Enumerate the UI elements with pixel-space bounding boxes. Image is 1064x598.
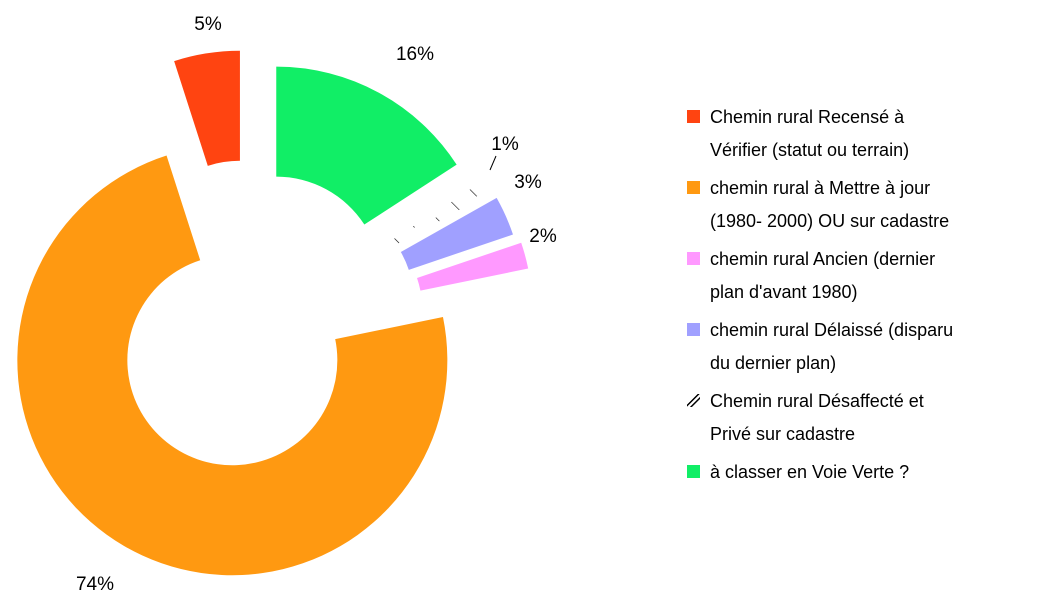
legend-swatch — [687, 110, 700, 123]
slice-label: 2% — [529, 226, 557, 247]
slice-label: 3% — [514, 172, 542, 193]
slice-label: 16% — [396, 44, 434, 65]
slice — [389, 181, 489, 248]
legend-entry: chemin rural Ancien (dernier plan d'avan… — [684, 243, 1064, 314]
slice-label: 74% — [76, 574, 114, 595]
legend-label: chemin rural Délaissé (disparu du dernie… — [710, 320, 954, 373]
legend-label: Chemin rural Recensé à Vérifier (statut … — [710, 107, 910, 160]
legend-swatch — [687, 181, 700, 194]
legend-entry: Chemin rural Désaffecté et Privé sur cad… — [684, 385, 1064, 456]
slice — [17, 155, 448, 576]
slice-label: 5% — [194, 14, 222, 35]
legend-entry: Chemin rural Recensé à Vérifier (statut … — [684, 101, 1064, 172]
legend-entry: chemin rural à Mettre à jour (1980- 2000… — [684, 172, 1064, 243]
legend-label: à classer en Voie Verte ? — [710, 462, 910, 482]
slice-label: 1% — [491, 134, 519, 155]
legend-label: Chemin rural Désaffecté et Privé sur cad… — [710, 391, 924, 444]
legend-swatch — [687, 394, 700, 407]
slice — [417, 242, 529, 291]
legend-swatch — [687, 323, 700, 336]
legend-label: chemin rural Ancien (dernier plan d'avan… — [710, 249, 936, 302]
slice — [276, 66, 457, 225]
legend: Chemin rural Recensé à Vérifier (statut … — [684, 101, 1064, 527]
legend-label: chemin rural à Mettre à jour (1980- 2000… — [710, 178, 950, 231]
leader-line — [489, 155, 497, 171]
slice — [400, 197, 513, 270]
legend-swatch — [687, 465, 700, 478]
legend-entry: chemin rural Délaissé (disparu du dernie… — [684, 314, 1064, 385]
slice — [174, 50, 240, 166]
legend-entry: à classer en Voie Verte ? — [684, 456, 1064, 527]
legend-swatch — [687, 252, 700, 265]
